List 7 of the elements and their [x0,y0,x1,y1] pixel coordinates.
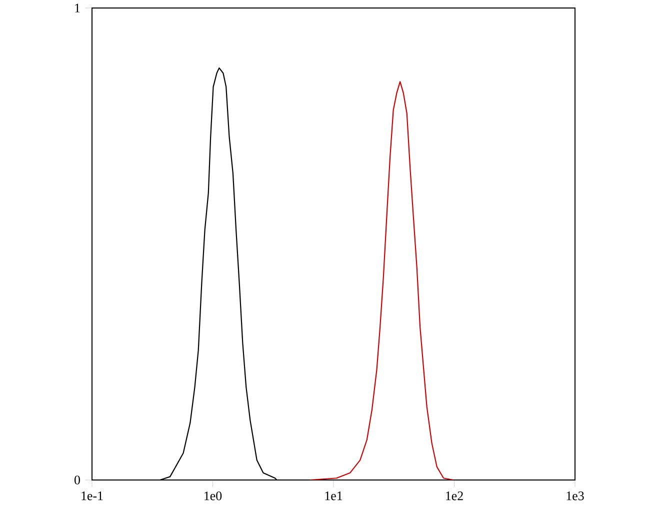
x-tick-label: 1e2 [446,492,463,500]
x-tick-label: 1e0 [204,492,222,500]
x-tick-label: 1e1 [325,492,342,500]
x-tick-label: 1e3 [566,492,584,500]
y-tick-label: 0 [74,476,80,484]
y-tick-label: 1 [75,4,80,12]
x-tick-label: 1e-1 [82,492,103,500]
